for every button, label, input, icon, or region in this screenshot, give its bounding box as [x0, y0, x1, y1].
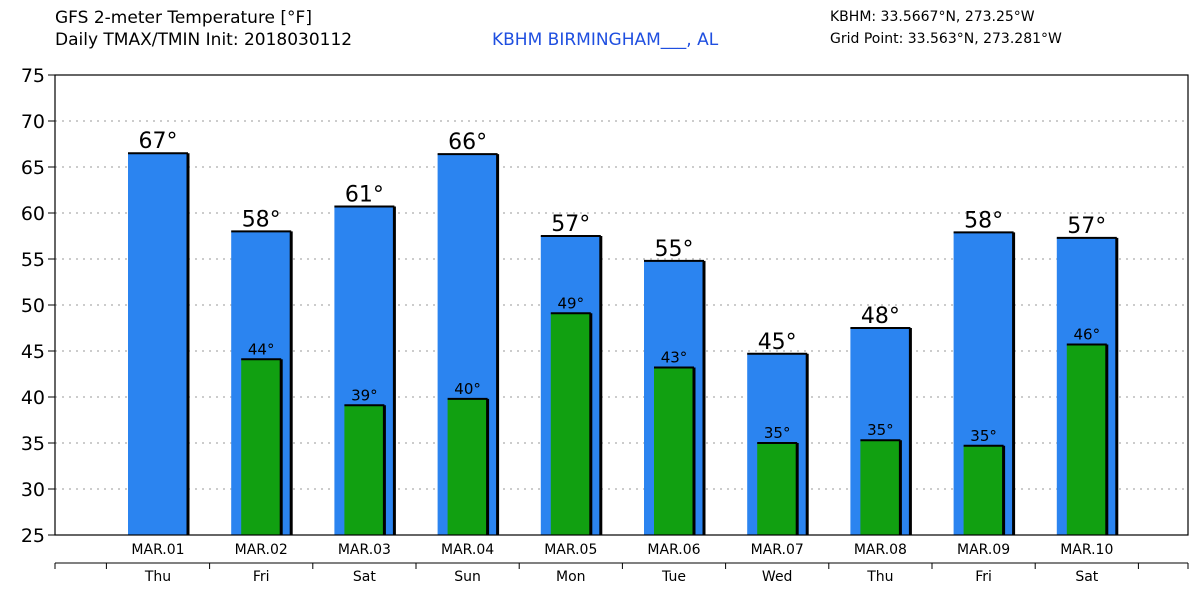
y-tick-label: 35 — [21, 433, 45, 455]
weekday-label: Tue — [661, 569, 686, 585]
y-tick-label: 30 — [21, 479, 45, 501]
weekday-label: Sat — [353, 569, 376, 585]
tmin-value-label: 35° — [764, 424, 791, 442]
grid-point-coords: Grid Point: 33.563°N, 273.281°W — [830, 31, 1062, 47]
chart-title: GFS 2-meter Temperature [°F] — [55, 8, 312, 28]
tmin-value-label: 46° — [1074, 326, 1101, 344]
station-coords: KBHM: 33.5667°N, 273.25°W — [830, 9, 1035, 25]
date-label: MAR.03 — [338, 542, 391, 558]
chart-subtitle: Daily TMAX/TMIN Init: 2018030112 — [55, 30, 353, 50]
weekday-label: Mon — [556, 569, 586, 585]
date-label: MAR.06 — [647, 542, 700, 558]
tmin-bar — [757, 443, 798, 535]
date-label: MAR.07 — [751, 542, 804, 558]
y-tick-label: 25 — [21, 525, 45, 547]
weekday-label: Sun — [454, 569, 481, 585]
weekday-label: Fri — [253, 569, 270, 585]
y-tick-label: 65 — [21, 157, 45, 179]
y-tick-label: 60 — [21, 203, 45, 225]
tmin-bar — [447, 398, 488, 535]
tmax-value-label: 58° — [964, 208, 1003, 233]
tmin-bar — [344, 405, 385, 535]
y-tick-label: 40 — [21, 387, 45, 409]
tmin-value-label: 35° — [867, 421, 894, 439]
y-tick-label: 70 — [21, 111, 45, 133]
tmax-value-label: 67° — [139, 129, 178, 154]
weekday-label: Fri — [975, 569, 992, 585]
date-label: MAR.01 — [131, 542, 184, 558]
tmin-value-label: 35° — [970, 427, 997, 445]
tmin-value-label: 39° — [351, 386, 378, 404]
date-label: MAR.02 — [235, 542, 288, 558]
tmin-value-label: 40° — [454, 380, 481, 398]
tmin-value-label: 44° — [248, 340, 275, 358]
date-label: MAR.04 — [441, 542, 494, 558]
weekday-label: Thu — [144, 569, 171, 585]
tmax-value-label: 61° — [345, 183, 384, 208]
tmin-bar — [654, 367, 694, 535]
y-tick-label: 75 — [21, 65, 45, 87]
date-label: MAR.10 — [1060, 542, 1113, 558]
tmax-value-label: 58° — [242, 207, 281, 232]
y-tick-label: 55 — [21, 249, 45, 271]
tmax-value-label: 57° — [1067, 214, 1106, 239]
date-label: MAR.08 — [854, 542, 907, 558]
tmin-value-label: 49° — [558, 294, 585, 312]
station-label: KBHM BIRMINGHAM___, AL — [492, 30, 719, 50]
tmax-value-label: 66° — [448, 130, 487, 155]
tmin-bar — [1066, 344, 1107, 535]
tmax-bar — [128, 153, 188, 535]
tmax-value-label: 48° — [861, 304, 900, 329]
y-tick-label: 50 — [21, 295, 45, 317]
tmax-value-label: 45° — [758, 330, 797, 355]
date-label: MAR.09 — [957, 542, 1010, 558]
weekday-label: Thu — [866, 569, 893, 585]
tmin-bar — [860, 440, 901, 535]
tmin-bar — [241, 359, 282, 535]
tmax-value-label: 55° — [655, 237, 694, 262]
plot-frame — [54, 74, 1189, 536]
tmax-value-label: 57° — [551, 212, 590, 237]
tmin-bar — [963, 445, 1004, 535]
tmin-bar — [550, 313, 591, 535]
weekday-label: Wed — [762, 569, 793, 585]
tmin-value-label: 43° — [661, 349, 688, 367]
y-tick-label: 45 — [21, 341, 45, 363]
weekday-label: Sat — [1075, 569, 1098, 585]
date-label: MAR.05 — [544, 542, 597, 558]
